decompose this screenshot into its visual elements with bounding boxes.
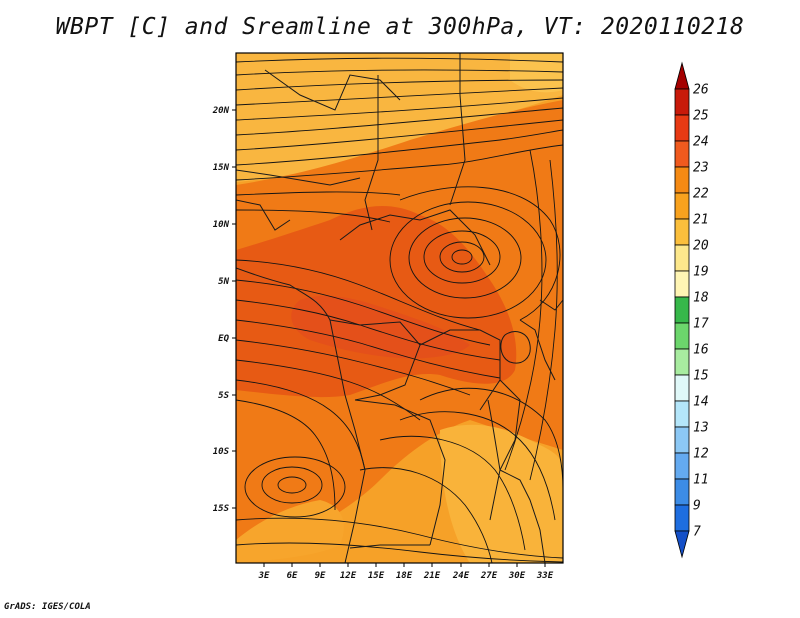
colorbar-swatch [674, 374, 690, 402]
colorbar-swatch [674, 140, 690, 168]
colorbar-level-label: 13 [693, 421, 709, 436]
shading-southwest-light [236, 500, 344, 563]
lat-tick-label: 5S [218, 391, 229, 401]
lon-tick-label: 33E [536, 571, 554, 581]
lat-axis: 20N 15N 10N 5N EQ 5S 10S 15S [212, 106, 236, 514]
map-frame [235, 52, 564, 564]
colorbar-level-label: 25 [693, 109, 709, 124]
lon-tick-label: 12E [340, 571, 357, 581]
colorbar-level-label: 21 [693, 213, 709, 228]
colorbar-level-label: 17 [693, 317, 709, 332]
lon-axis: 3E 6E 9E 12E 15E 18E 21E 24E 27E 30E 33E [258, 563, 554, 581]
colorbar-swatch [674, 88, 690, 116]
lat-tick-label: 15N [213, 163, 230, 173]
colorbar-level-label: 7 [693, 525, 701, 540]
colorbar-level-label: 16 [693, 343, 709, 358]
lon-tick-label: 27E [480, 571, 498, 581]
colorbar-level-label: 18 [693, 291, 709, 306]
colorbar-swatch [674, 244, 690, 272]
colorbar-swatch [674, 504, 690, 532]
lake-tanganyika [487, 399, 501, 471]
lon-tick-label: 18E [396, 571, 413, 581]
lat-tick-label: 15S [213, 504, 230, 514]
shading-southeast-light [440, 424, 563, 563]
colorbar-swatch [674, 296, 690, 324]
shading-northeast-pale [510, 53, 563, 93]
colorbar-level-label: 14 [693, 395, 709, 410]
colorbar-level-label: 26 [693, 83, 709, 98]
colorbar-swatch [674, 270, 690, 298]
lon-tick-label: 15E [368, 571, 385, 581]
chart-title: WBPT [C] and Sreamline at 300hPa, VT: 20… [55, 14, 745, 40]
lon-tick-label: 9E [315, 571, 326, 581]
lat-tick-label: 20N [212, 106, 230, 116]
lat-tick-label: 10S [213, 447, 230, 457]
colorbar-level-label: 9 [693, 499, 701, 514]
lon-tick-label: 21E [423, 571, 441, 581]
lon-tick-label: 24E [452, 571, 470, 581]
colorbar-swatch [674, 322, 690, 350]
colorbar-swatch [674, 218, 690, 246]
lon-tick-label: 30E [508, 571, 526, 581]
colorbar-swatch [674, 114, 690, 142]
colorbar-level-label: 12 [693, 447, 709, 462]
colorbar-swatch [674, 400, 690, 428]
colorbar-arrow-top [674, 61, 690, 90]
colorbar-swatch [674, 452, 690, 480]
lat-tick-label: 10N [213, 220, 230, 230]
map-panel [236, 53, 563, 563]
colorbar-level-label: 23 [693, 161, 709, 176]
lon-tick-label: 3E [258, 571, 270, 581]
lake-victoria [500, 331, 531, 364]
colorbar-arrow-bottom [674, 530, 690, 559]
colorbar-level-label: 19 [693, 265, 709, 280]
colorbar-level-label: 24 [693, 135, 709, 150]
colorbar: 26 25 24 23 22 21 20 19 18 17 16 15 14 13 12 11 9 7 [674, 61, 709, 559]
colorbar-level-label: 22 [693, 187, 709, 202]
colorbar-level-label: 11 [693, 473, 709, 488]
colorbar-level-label: 15 [693, 369, 709, 384]
colorbar-swatch [674, 426, 690, 454]
colorbar-swatch [674, 192, 690, 220]
credit-label: GrADS: IGES/COLA [4, 602, 91, 612]
lat-tick-label: EQ [218, 334, 229, 344]
lat-tick-label: 5N [218, 277, 229, 287]
country-boundaries [236, 53, 563, 563]
colorbar-swatch [674, 478, 690, 506]
colorbar-level-label: 20 [693, 239, 709, 254]
colorbar-swatch [674, 166, 690, 194]
colorbar-swatch [674, 348, 690, 376]
lon-tick-label: 6E [287, 571, 298, 581]
